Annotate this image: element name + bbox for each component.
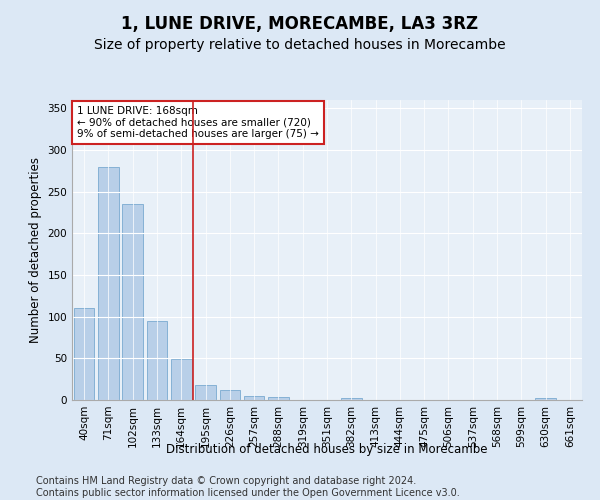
Bar [171, 359, 191, 400]
Text: 1, LUNE DRIVE, MORECAMBE, LA3 3RZ: 1, LUNE DRIVE, MORECAMBE, LA3 3RZ [121, 15, 479, 33]
Bar [220, 390, 240, 400]
Bar [195, 385, 216, 400]
Bar [244, 396, 265, 400]
Bar [122, 204, 143, 400]
Bar [341, 398, 362, 400]
Text: Contains HM Land Registry data © Crown copyright and database right 2024.
Contai: Contains HM Land Registry data © Crown c… [36, 476, 460, 498]
Bar [268, 396, 289, 400]
Bar [98, 166, 119, 400]
Bar [146, 321, 167, 400]
Bar [535, 398, 556, 400]
Y-axis label: Number of detached properties: Number of detached properties [29, 157, 42, 343]
Bar [74, 308, 94, 400]
Text: Distribution of detached houses by size in Morecambe: Distribution of detached houses by size … [166, 442, 488, 456]
Text: Size of property relative to detached houses in Morecambe: Size of property relative to detached ho… [94, 38, 506, 52]
Text: 1 LUNE DRIVE: 168sqm
← 90% of detached houses are smaller (720)
9% of semi-detac: 1 LUNE DRIVE: 168sqm ← 90% of detached h… [77, 106, 319, 139]
